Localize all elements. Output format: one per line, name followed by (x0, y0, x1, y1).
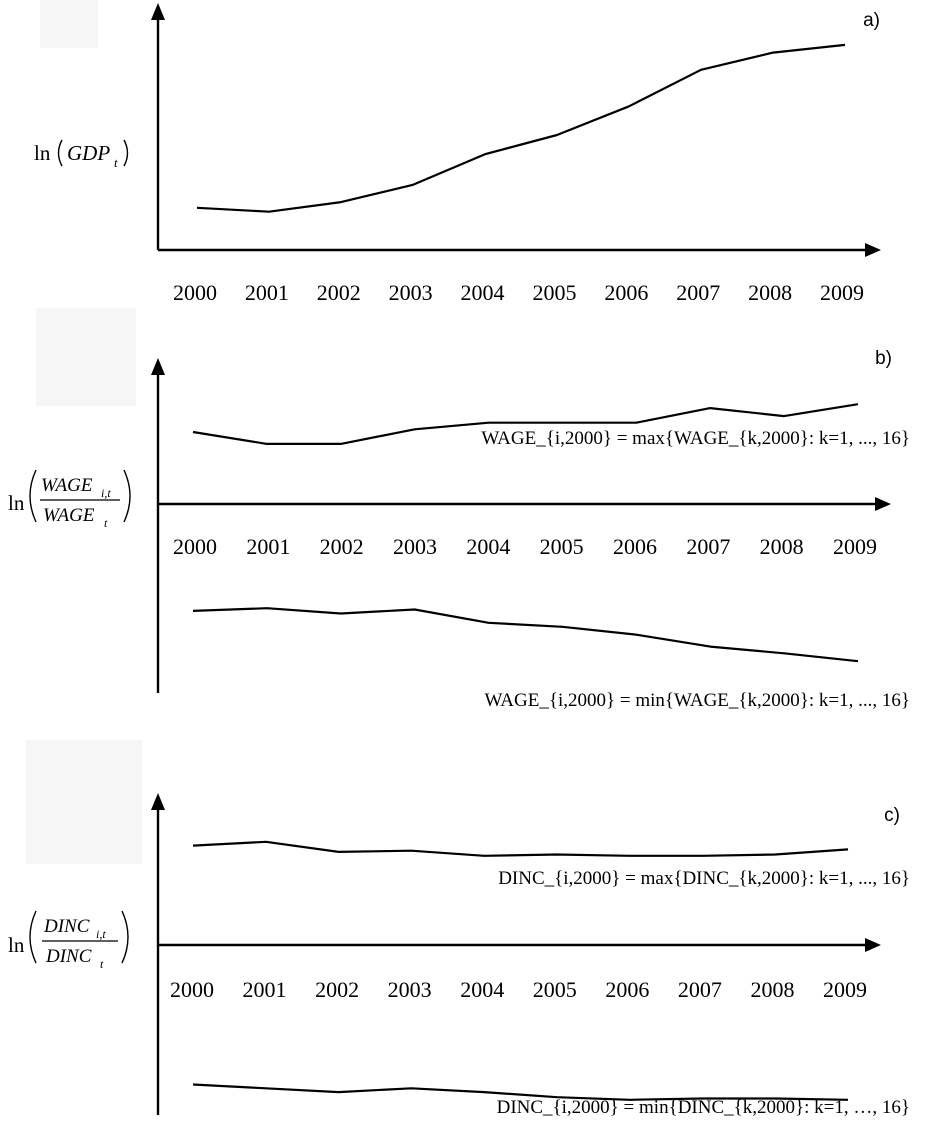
panel-a-x-tick-label: 2006 (604, 280, 648, 305)
panel-a-x-tick-label: 2007 (676, 280, 720, 305)
panel-a-x-tick-label: 2002 (317, 280, 361, 305)
panel-c-x-arrowhead (865, 938, 881, 952)
panel-a-x-tick-label: 2005 (532, 280, 576, 305)
panel-b-y-arrowhead (151, 358, 165, 375)
panel-b-annotation-max: WAGE_{i,2000} = max{WAGE_{k,2000}: k=1, … (481, 428, 910, 449)
panel-b-y-label: ln WAGE i,t WAGE t (8, 469, 131, 530)
panel-c-x-tick-label: 2002 (315, 977, 359, 1002)
panel-c-annotation-min: DINC_{i,2000} = min{DINC_{k,2000}: k=1, … (497, 1097, 910, 1118)
panel-c-x-tick-label: 2008 (750, 977, 794, 1002)
panel-a-x-tick-label: 2003 (389, 280, 433, 305)
panel-a-series-line-1 (196, 43, 846, 213)
svg-text:GDP: GDP (67, 141, 110, 165)
panel-c-x-tick-label: 2006 (605, 977, 649, 1002)
panel-c-annotation-max: DINC_{i,2000} = max{DINC_{k,2000}: k=1, … (498, 868, 910, 889)
panel-a-x-tick-label: 2001 (245, 280, 289, 305)
panel-b-series (192, 403, 859, 663)
svg-text:DINC: DINC (45, 946, 92, 967)
panel-a-x-tick-label: 2009 (820, 280, 864, 305)
panel-c-label: c) (884, 805, 900, 826)
panel-c-x-tick-label: 2004 (460, 977, 504, 1002)
panel-b-x-tick-label: 2005 (540, 534, 584, 559)
panel-b: b) ln WAGE i,t WAGE t WAGE_{i,2000} = ma… (8, 348, 910, 711)
panel-b-x-tick-label: 2000 (173, 534, 217, 559)
panel-c-x-tick-label: 2001 (243, 977, 287, 1002)
panel-c-y-label: ln DINC i,t DINC t (8, 910, 129, 971)
panel-a-label: a) (863, 10, 880, 31)
panel-c-x-tick-label: 2005 (533, 977, 577, 1002)
scan-artifact-a (40, 0, 98, 48)
svg-text:t: t (114, 155, 118, 170)
panel-c-series-line-2 (192, 1083, 849, 1101)
panel-a-x-ticks: 2000 2001 2002 2003 2004 2005 2006 2007 2008 2009 (173, 280, 864, 305)
panel-b-series-line-1 (192, 403, 859, 445)
panel-b-label: b) (875, 348, 892, 369)
panel-a-x-tick-label: 2000 (173, 280, 217, 305)
panel-a-x-tick-label: 2008 (748, 280, 792, 305)
panel-c: c) ln DINC i,t DINC t DINC_{i,2000} = ma… (8, 793, 910, 1118)
svg-text:t: t (100, 957, 104, 971)
panel-b-series-line-2 (192, 607, 859, 663)
panel-b-x-tick-label: 2009 (833, 534, 877, 559)
panel-b-x-tick-label: 2002 (320, 534, 364, 559)
panel-c-x-ticks: 2000 2001 2002 2003 2004 2005 2006 2007 2008 2009 (170, 977, 867, 1002)
scan-artifact-c (26, 740, 142, 864)
panel-b-x-tick-label: 2008 (760, 534, 804, 559)
panel-a-x-tick-label: 2004 (461, 280, 505, 305)
panel-c-x-tick-label: 2007 (678, 977, 722, 1002)
panel-a: a) ln GDP t 2000 2001 2002 2003 2004 2005 2006… (34, 3, 881, 305)
panel-a-x-arrowhead (865, 243, 881, 257)
panel-a-series (196, 43, 846, 213)
panel-b-x-tick-label: 2003 (393, 534, 437, 559)
svg-text:WAGE: WAGE (43, 505, 95, 526)
panel-b-x-tick-label: 2004 (466, 534, 510, 559)
panel-b-x-tick-label: 2001 (246, 534, 290, 559)
panel-c-series (192, 840, 849, 1101)
svg-text:t: t (104, 516, 108, 530)
panel-b-annotation-min: WAGE_{i,2000} = min{WAGE_{k,2000}: k=1, … (484, 690, 910, 711)
panel-b-x-arrowhead (875, 497, 891, 511)
panel-b-x-ticks: 2000 2001 2002 2003 2004 2005 2006 2007 2008 2009 (173, 534, 877, 559)
scan-artifact-b (36, 308, 136, 406)
svg-text:i,t: i,t (101, 486, 111, 500)
panel-c-x-tick-label: 2009 (823, 977, 867, 1002)
panel-b-x-tick-label: 2007 (686, 534, 730, 559)
panel-c-y-arrowhead (151, 793, 165, 810)
panel-a-y-arrowhead (151, 3, 165, 20)
panel-c-series-line-1 (192, 840, 849, 857)
svg-text:ln: ln (8, 933, 25, 957)
panel-c-x-tick-label: 2003 (388, 977, 432, 1002)
panel-a-y-label: ln GDP t (34, 139, 129, 170)
svg-text:ln: ln (34, 141, 51, 165)
panel-b-x-tick-label: 2006 (613, 534, 657, 559)
svg-text:ln: ln (8, 491, 25, 515)
svg-text:WAGE: WAGE (41, 475, 93, 496)
svg-text:DINC: DINC (43, 916, 90, 937)
svg-text:i,t: i,t (96, 927, 106, 941)
panel-c-x-tick-label: 2000 (170, 977, 214, 1002)
